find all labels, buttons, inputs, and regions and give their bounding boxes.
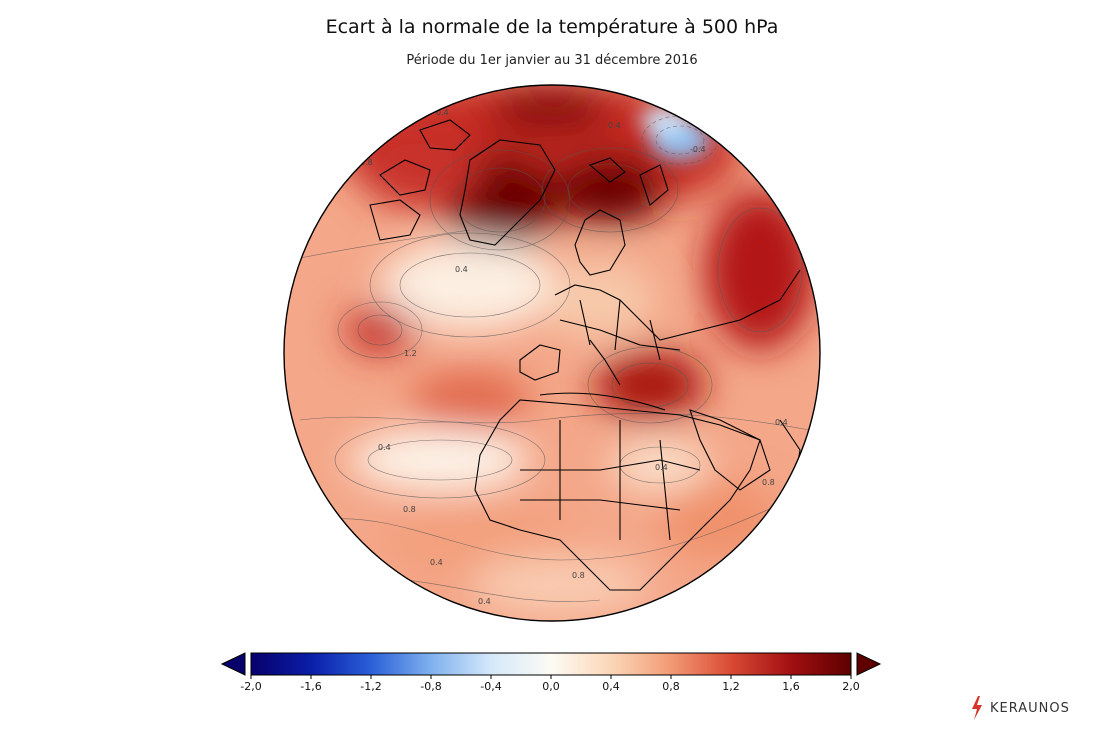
- colorbar-max-arrow: [856, 652, 882, 676]
- contour-label: 0.4: [775, 418, 788, 427]
- colorbar-tick-label: 0,0: [542, 680, 560, 693]
- colorbar-tick-label: -0,8: [420, 680, 442, 693]
- colorbar-tick-label: 1,2: [722, 680, 740, 693]
- contour-label: 0.4: [478, 597, 491, 606]
- colorbar-tick-label: 2,0: [842, 680, 860, 693]
- contour-label: 1.2: [404, 349, 417, 358]
- contour-label: 0.4: [378, 443, 391, 452]
- colorbar-gradient: [250, 652, 852, 676]
- contour-label: 0.8: [762, 478, 775, 487]
- contour-label: 0.4: [430, 558, 443, 567]
- map-subtitle: Période du 1er janvier au 31 décembre 20…: [406, 53, 698, 68]
- colorbar-tick-label: -2,0: [240, 680, 262, 693]
- colorbar-tick-label: -1,2: [360, 680, 382, 693]
- lightning-icon: [972, 696, 982, 720]
- colorbar-tick-label: 1,6: [782, 680, 800, 693]
- contour-label: 0.8: [572, 571, 585, 580]
- contour-label: 0.4: [608, 121, 621, 130]
- coastlines: [369, 119, 801, 591]
- map-title: Ecart à la normale de la température à 5…: [325, 16, 779, 38]
- contour-label: 0.8: [360, 158, 373, 167]
- contour-lines: [289, 115, 811, 602]
- globe-outline: [283, 84, 821, 622]
- contour-label: 0.4: [455, 265, 468, 274]
- anomaly-field: 0.4 0.4 0.4 0.4 0.4 0.4 0.8 0.8 0.8 0.8 …: [284, 85, 820, 621]
- colorbar-tick-label: 0,8: [662, 680, 680, 693]
- colorbar-tick-label: -0,4: [480, 680, 502, 693]
- contour-label: -0.4: [690, 145, 706, 154]
- brand-logo: KERAUNOS: [970, 696, 1070, 720]
- colorbar-tick-label: 0,4: [602, 680, 620, 693]
- colorbar-tick-labels: -2,0 -1,6 -1,2 -0,8 -0,4 0,0 0,4 0,8 1,2 1,6 2,0: [0, 680, 1104, 700]
- contour-label: 0.8: [403, 505, 416, 514]
- colorbar-tick-label: -1,6: [300, 680, 322, 693]
- colorbar-min-arrow: [220, 652, 246, 676]
- colorbar: [220, 652, 882, 679]
- brand-name: KERAUNOS: [990, 700, 1070, 716]
- contour-label: 0.4: [436, 108, 449, 117]
- contour-label: 0.4: [655, 463, 668, 472]
